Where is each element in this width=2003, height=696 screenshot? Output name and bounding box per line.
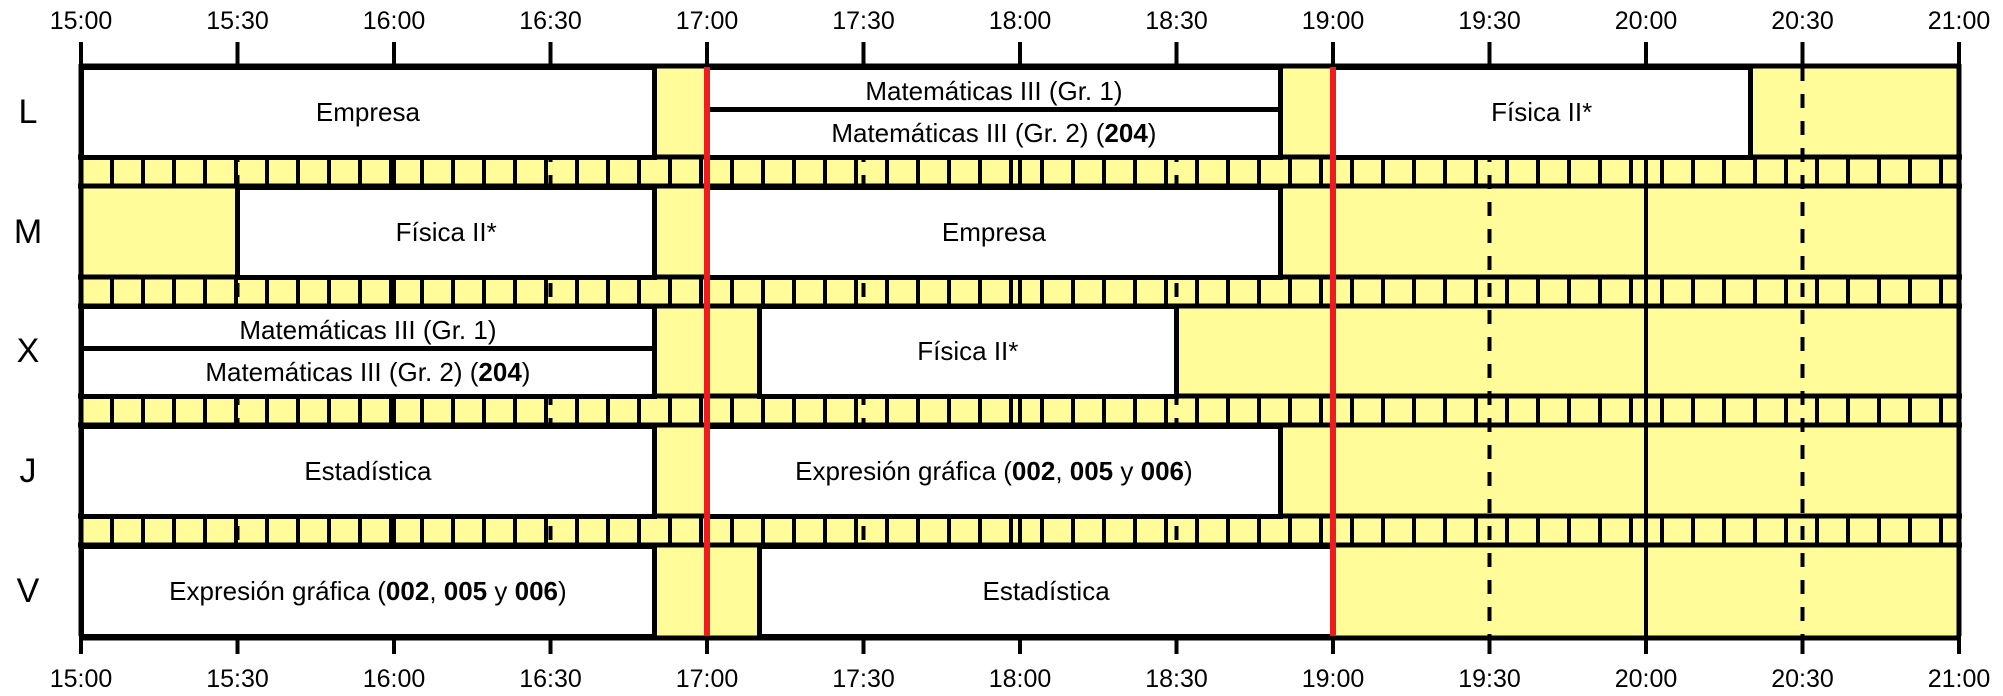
day-label: V [16,572,40,610]
course-label: Matemáticas III (Gr. 2) (204) [205,357,530,387]
course-label: Física II* [396,217,497,247]
course-block[interactable]: Matemáticas III (Gr. 2) (204) [704,107,1284,160]
course-name: Expresión gráfica ( [795,456,1012,486]
room-number: 002 [1011,456,1056,486]
time-tick-label: 20:30 [1771,7,1834,35]
course-text: ) [1147,118,1157,149]
course-text: y [487,576,515,606]
room-number: 005 [1069,456,1114,486]
room-number: 204 [478,357,522,388]
course-block[interactable]: Física II* [1330,64,1753,160]
day-label: M [13,213,43,251]
time-tick-label: 16:30 [519,665,582,693]
time-tick-label: 15:00 [49,7,113,35]
time-tick-label: 21:00 [1927,7,1991,35]
room-number: 005 [443,576,488,606]
time-tick-label: 19:30 [1458,7,1521,35]
course-name: Matemáticas III (Gr. 2) ( [831,118,1105,149]
time-tick-label: 17:30 [832,665,895,693]
time-tick-label: 18:30 [1145,665,1208,693]
course-text: y [1113,456,1141,486]
time-tick-label: 17:30 [832,7,895,35]
course-label: Expresión gráfica (002, 005 y 006) [169,576,567,606]
course-block[interactable]: Empresa [704,184,1284,280]
course-name: Matemáticas III (Gr. 1) [239,314,497,345]
time-tick-label: 15:00 [49,665,113,693]
course-block[interactable]: Física II* [235,184,658,280]
day-label: J [19,452,37,490]
course-label: Física II* [917,336,1018,366]
time-tick-label: 20:00 [1614,7,1678,35]
course-block[interactable]: Empresa [78,64,658,160]
course-label: Matemáticas III (Gr. 1) [865,76,1122,106]
time-tick-label: 19:00 [1301,665,1365,693]
time-tick-label: 19:30 [1458,665,1521,693]
course-label: Matemáticas III (Gr. 2) (204) [831,118,1156,148]
course-name: Empresa [315,97,420,127]
time-tick-label: 18:00 [988,665,1052,693]
time-tick-label: 18:30 [1145,7,1208,35]
course-name: Estadística [982,576,1110,606]
course-text: ) [558,576,567,606]
time-tick-label: 17:00 [675,7,739,35]
course-text: ) [521,357,531,388]
course-name: Matemáticas III (Gr. 2) ( [205,357,479,388]
course-block[interactable]: Estadística [78,423,658,519]
course-label: Empresa [316,97,420,127]
time-tick-label: 18:00 [988,7,1052,35]
course-text: , [1055,456,1070,486]
course-block[interactable]: Expresión gráfica (002, 005 y 006) [78,543,658,639]
time-tick-label: 16:30 [519,7,582,35]
course-text: ) [1184,456,1193,486]
time-tick-label: 16:00 [362,665,426,693]
course-name: Física II* [395,217,497,247]
day-label: L [18,93,38,131]
time-tick-label: 16:00 [362,7,426,35]
course-name: Matemáticas III (Gr. 1) [865,75,1123,106]
room-number: 002 [385,576,430,606]
time-tick-label: 15:30 [206,7,269,35]
time-tick-label: 20:30 [1771,665,1834,693]
course-name: Física II* [1491,97,1593,127]
course-block[interactable]: Matemáticas III (Gr. 2) (204) [78,346,658,399]
course-name: Expresión gráfica ( [169,576,386,606]
course-label: Estadística [982,576,1109,606]
time-tick-label: 21:00 [1927,665,1991,693]
course-name: Estadística [304,456,432,486]
course-label: Física II* [1491,97,1592,127]
time-tick-label: 19:00 [1301,7,1365,35]
course-name: Física II* [917,336,1019,366]
course-label: Expresión gráfica (002, 005 y 006) [795,456,1193,486]
time-tick-label: 17:00 [675,665,739,693]
course-block[interactable]: Física II* [756,303,1179,399]
course-label: Estadística [304,456,431,486]
course-text: , [429,576,444,606]
room-number: 006 [1140,456,1184,486]
course-block[interactable]: Estadística [756,543,1336,639]
room-number: 204 [1104,118,1148,149]
room-number: 006 [514,576,558,606]
course-label: Matemáticas III (Gr. 1) [239,315,496,345]
course-label: Empresa [942,217,1046,247]
time-tick-label: 20:00 [1614,665,1678,693]
time-tick-label: 15:30 [206,665,269,693]
course-name: Empresa [941,217,1046,247]
day-label: X [16,332,40,370]
